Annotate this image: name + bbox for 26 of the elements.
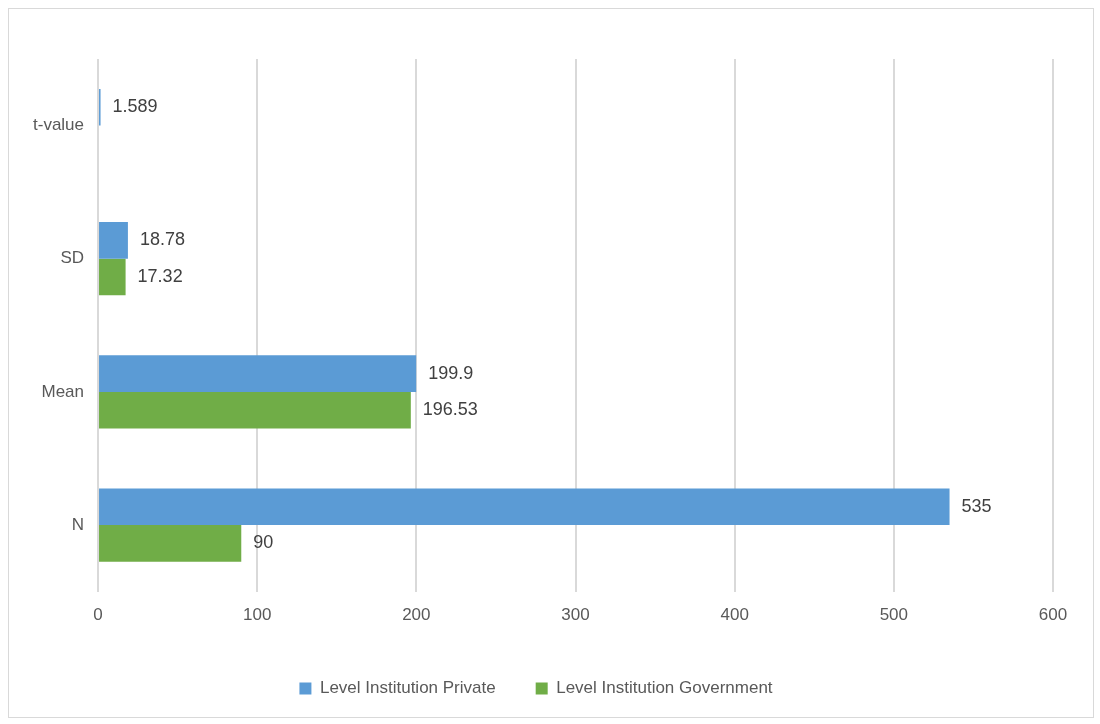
data-label: 196.53 <box>422 399 478 420</box>
x-tick-label: 200 <box>402 605 431 625</box>
y-tick-label: N <box>71 514 85 534</box>
bar <box>99 488 950 526</box>
y-tick-label: SD <box>60 248 85 268</box>
data-label: 17.32 <box>137 266 183 286</box>
data-label: 199.9 <box>428 362 474 383</box>
x-tick-label: 100 <box>243 605 272 625</box>
x-tick-label: 500 <box>879 605 909 625</box>
bar <box>99 355 417 392</box>
data-label: 90 <box>253 532 274 553</box>
legend-label: Level Institution Private <box>319 678 496 698</box>
y-tick-label: t-value <box>32 115 85 135</box>
x-tick-label: 400 <box>720 605 749 625</box>
bar <box>99 525 242 562</box>
x-tick-label: 600 <box>1038 605 1068 625</box>
bar <box>99 391 411 429</box>
y-tick-label: Mean <box>41 381 85 401</box>
data-label: 535 <box>961 495 992 516</box>
data-label: 1.589 <box>112 96 158 117</box>
bar <box>99 258 126 296</box>
legend-label: Level Institution Government <box>556 678 773 698</box>
data-label: 18.78 <box>139 229 185 250</box>
x-tick-label: 0 <box>93 605 103 625</box>
bar <box>99 222 128 259</box>
x-tick-label: 300 <box>561 605 590 625</box>
